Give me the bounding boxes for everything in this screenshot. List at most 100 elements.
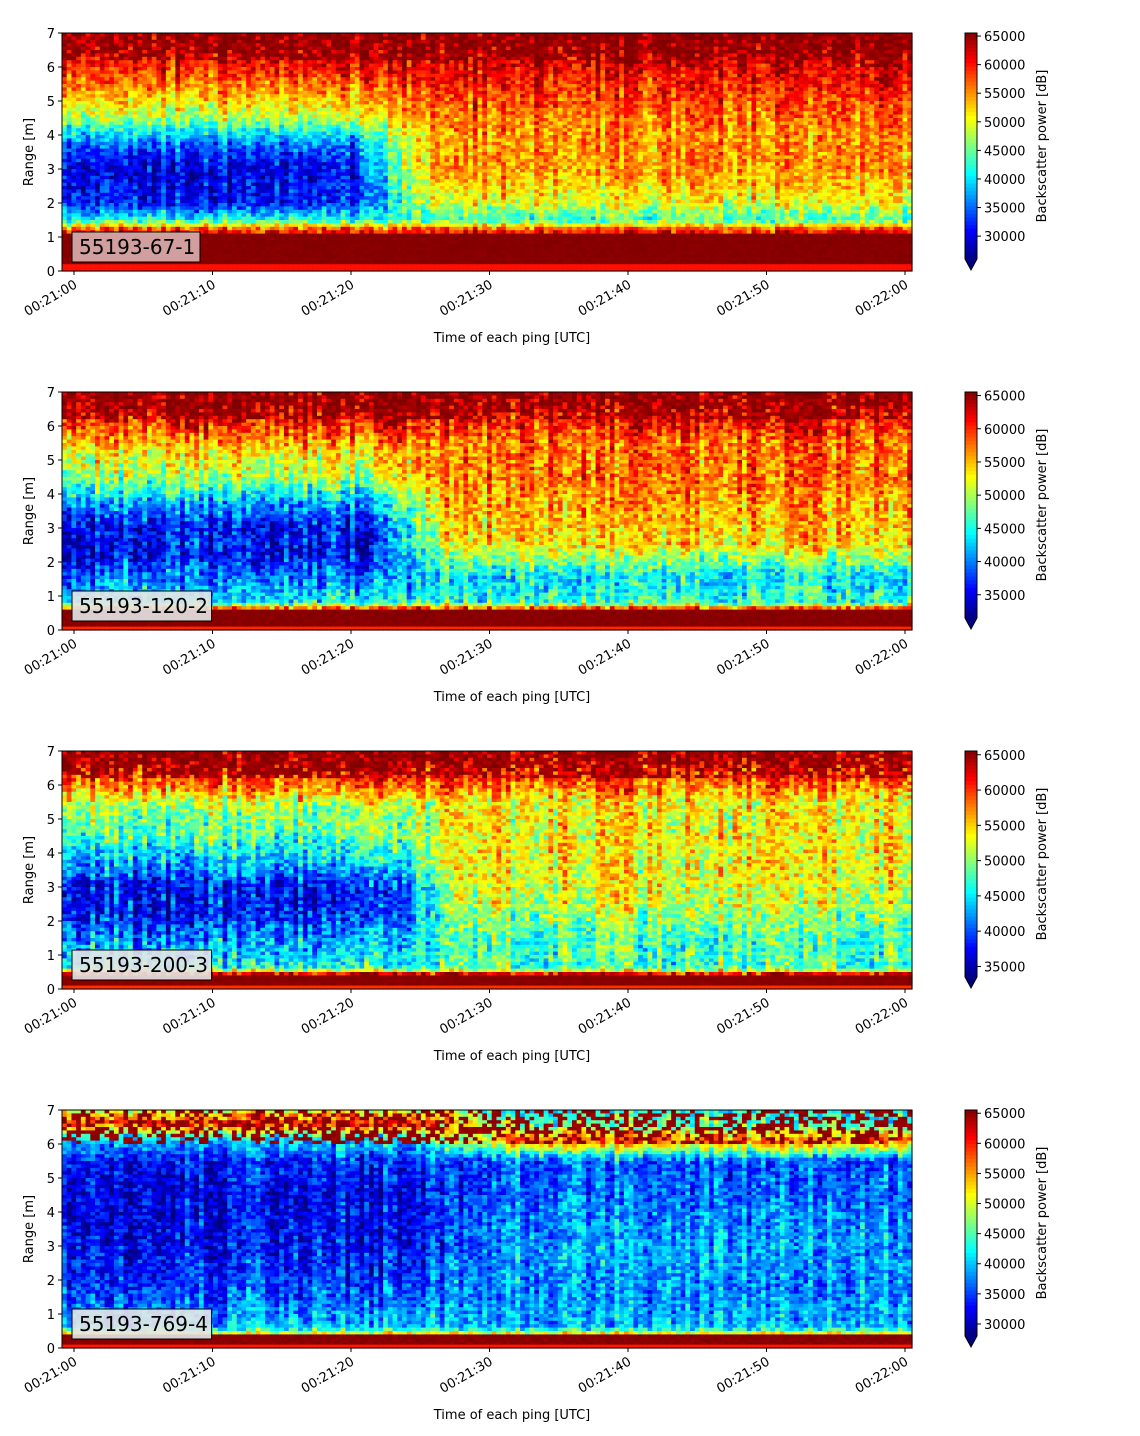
heatmap-cell <box>138 196 143 200</box>
heatmap-cell <box>62 206 67 210</box>
heatmap-cell <box>90 138 95 142</box>
heatmap-cell <box>161 213 166 217</box>
heatmap-cell <box>128 189 133 193</box>
heatmap-cell <box>175 172 180 176</box>
heatmap-cell <box>156 162 161 166</box>
heatmap-cell <box>62 247 67 251</box>
heatmap-cell <box>114 162 119 166</box>
heatmap-cell <box>161 179 166 183</box>
heatmap-cell <box>90 145 95 149</box>
heatmap-cell <box>166 196 171 200</box>
heatmap-cell <box>156 206 161 210</box>
heatmap-cell <box>166 145 171 149</box>
heatmap-cell <box>62 128 67 132</box>
heatmap-cell <box>90 179 95 183</box>
heatmap-cell <box>156 172 161 176</box>
heatmap-cell <box>67 145 72 149</box>
heatmap-cell <box>156 128 161 132</box>
heatmap-cell <box>152 172 157 176</box>
heatmap-cell <box>123 162 128 166</box>
heatmap-cell <box>199 213 204 217</box>
heatmap-cell <box>90 206 95 210</box>
heatmap-cell <box>138 179 143 183</box>
heatmap-cell <box>90 172 95 176</box>
heatmap-cell <box>190 189 195 193</box>
heatmap-cell <box>161 172 166 176</box>
heatmap-cell <box>86 128 91 132</box>
heatmap-cell <box>138 206 143 210</box>
heatmap-cell <box>109 196 114 200</box>
heatmap-cell <box>67 162 72 166</box>
heatmap-cell <box>119 155 124 159</box>
heatmap-cell <box>133 155 138 159</box>
heatmap-cell <box>71 213 76 217</box>
heatmap-cell <box>67 213 72 217</box>
heatmap-cell <box>147 128 152 132</box>
heatmap-cell <box>161 155 166 159</box>
heatmap-cell <box>100 223 105 227</box>
heatmap-cell <box>86 145 91 149</box>
heatmap-cell <box>128 213 133 217</box>
heatmap-cell <box>123 155 128 159</box>
heatmap-cell <box>71 196 76 200</box>
heatmap-cell <box>95 172 100 176</box>
heatmap-cell <box>194 128 199 132</box>
heatmap-cell <box>180 138 185 142</box>
heatmap-cell <box>133 172 138 176</box>
heatmap-cell <box>180 196 185 200</box>
heatmap-cell <box>76 162 81 166</box>
heatmap-cell <box>166 128 171 132</box>
heatmap-cell <box>100 138 105 142</box>
heatmap-cell <box>114 155 119 159</box>
heatmap-cell <box>123 223 128 227</box>
heatmap-cell <box>180 223 185 227</box>
heatmap-cell <box>105 206 110 210</box>
heatmap-cell <box>67 155 72 159</box>
heatmap-cell <box>190 179 195 183</box>
heatmap-cell <box>147 145 152 149</box>
heatmap-cell <box>95 213 100 217</box>
heatmap-cell <box>199 172 204 176</box>
heatmap-cell <box>114 189 119 193</box>
heatmap-cell <box>100 162 105 166</box>
heatmap-cell <box>71 223 76 227</box>
heatmap-cell <box>161 162 166 166</box>
heatmap-cell <box>119 206 124 210</box>
heatmap-cell <box>147 206 152 210</box>
heatmap-cell <box>128 223 133 227</box>
heatmap-cell <box>86 172 91 176</box>
heatmap-cell <box>62 145 67 149</box>
heatmap-cell <box>105 213 110 217</box>
heatmap-cell <box>86 213 91 217</box>
heatmap-cell <box>67 247 72 251</box>
heatmap-cell <box>147 162 152 166</box>
heatmap-cell <box>152 196 157 200</box>
heatmap-cell <box>90 128 95 132</box>
heatmap-cell <box>138 155 143 159</box>
heatmap-cell <box>62 179 67 183</box>
heatmap-cell <box>67 189 72 193</box>
heatmap-cell <box>105 223 110 227</box>
heatmap-cell <box>166 138 171 142</box>
heatmap-cell <box>67 261 72 265</box>
heatmap-cell <box>138 128 143 132</box>
heatmap-cell <box>81 172 86 176</box>
heatmap-cell <box>161 196 166 200</box>
heatmap-cell <box>133 206 138 210</box>
heatmap-cell <box>166 155 171 159</box>
heatmap-cell <box>109 138 114 142</box>
heatmap-cell <box>109 162 114 166</box>
heatmap-cell <box>199 189 204 193</box>
heatmap-cell <box>185 179 190 183</box>
heatmap-cell <box>152 213 157 217</box>
heatmap-cell <box>180 172 185 176</box>
heatmap-cell <box>109 213 114 217</box>
heatmap-cell <box>71 189 76 193</box>
heatmap-cell <box>95 189 100 193</box>
heatmap-cell <box>171 189 176 193</box>
heatmap-cell <box>119 223 124 227</box>
heatmap-cell <box>138 189 143 193</box>
heatmap-cell <box>138 213 143 217</box>
heatmap-cell <box>62 172 67 176</box>
heatmap-cell <box>71 145 76 149</box>
